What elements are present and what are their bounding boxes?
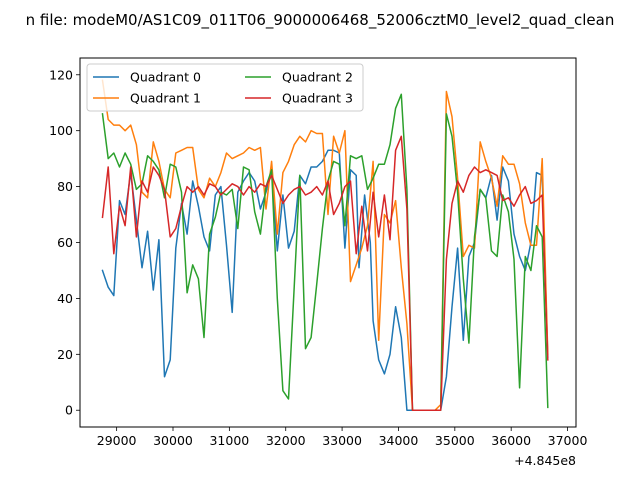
plot-background [80, 58, 576, 427]
legend-label-quadrant-0: Quadrant 0 [130, 70, 201, 85]
plot-area [79, 57, 577, 428]
x-tick-label: 29000 [97, 433, 137, 448]
y-axis: 0 20 40 60 80 100 120 [49, 67, 80, 418]
y-tick-label: 0 [65, 403, 73, 418]
legend-frame [86, 63, 364, 112]
legend: Quadrant 0 Quadrant 1 Quadrant 2 Quadrant 3 [86, 63, 364, 112]
y-tick-label: 60 [57, 235, 73, 250]
x-offset-label: +4.845e8 [514, 453, 576, 468]
x-tick-label: 31000 [209, 433, 249, 448]
legend-label-quadrant-3: Quadrant 3 [282, 91, 353, 106]
series-line-quadrant-3 [101, 135, 549, 411]
y-tick-label: 20 [57, 347, 73, 362]
x-tick-label: 30000 [153, 433, 193, 448]
series-group [101, 79, 549, 411]
chart-title: n file: modeM0/AS1C09_011T06_9000006468_… [26, 11, 615, 30]
legend-label-quadrant-1: Quadrant 1 [130, 91, 201, 106]
series-line-quadrant-2 [101, 93, 549, 411]
x-tick-label: 33000 [322, 433, 362, 448]
x-tick-label: 37000 [548, 433, 588, 448]
y-tick-label: 80 [57, 179, 73, 194]
y-tick-label: 120 [49, 67, 73, 82]
x-tick-label: 34000 [379, 433, 419, 448]
x-tick-label: 32000 [266, 433, 306, 448]
x-axis: 29000 30000 31000 32000 33000 34000 35000 36000… [97, 427, 588, 448]
y-tick-label: 40 [57, 291, 73, 306]
x-tick-label: 36000 [491, 433, 531, 448]
legend-label-quadrant-2: Quadrant 2 [282, 70, 353, 85]
y-tick-label: 100 [49, 123, 73, 138]
x-tick-label: 35000 [435, 433, 475, 448]
